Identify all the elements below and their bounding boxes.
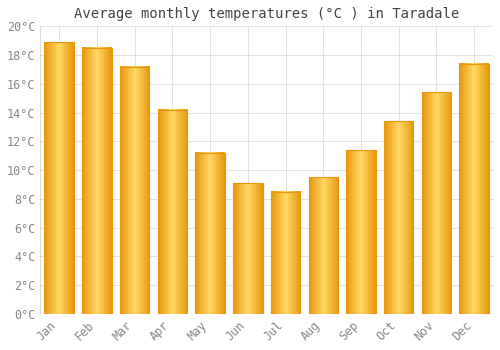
Bar: [233, 183, 262, 314]
Bar: [460, 64, 489, 314]
Title: Average monthly temperatures (°C ) in Taradale: Average monthly temperatures (°C ) in Ta…: [74, 7, 460, 21]
Bar: [422, 92, 451, 314]
Bar: [120, 66, 150, 314]
Bar: [271, 192, 300, 314]
Bar: [384, 121, 414, 314]
Bar: [158, 110, 187, 314]
Bar: [346, 150, 376, 314]
Bar: [308, 177, 338, 314]
Bar: [82, 48, 112, 314]
Bar: [44, 42, 74, 314]
Bar: [196, 153, 225, 314]
